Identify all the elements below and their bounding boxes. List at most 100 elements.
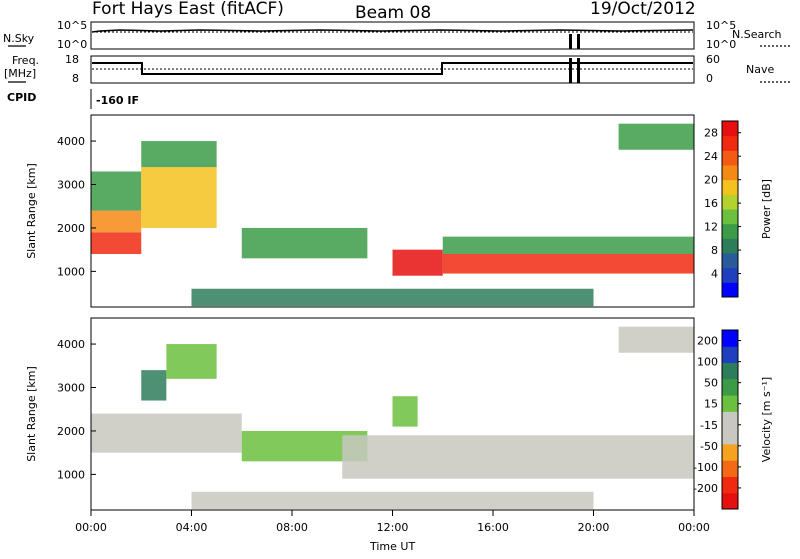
colorbar-segment xyxy=(722,282,738,298)
freq-trace xyxy=(92,62,693,75)
colorbar-segment xyxy=(722,395,738,412)
colorbar-segment xyxy=(722,476,738,494)
data-region xyxy=(91,171,142,211)
freq-unit: [MHz] xyxy=(4,67,36,80)
cpid-value: -160 IF xyxy=(96,94,139,107)
y-tick-label: 3000 xyxy=(57,179,85,192)
colorbar-tick-label: -15 xyxy=(700,419,718,432)
data-region xyxy=(618,326,694,353)
colorbar-frame xyxy=(721,120,739,298)
colorbar-segment xyxy=(722,194,738,210)
cpid-label: CPID xyxy=(7,91,36,104)
data-region xyxy=(91,413,242,453)
nsky-tick-bottom: 10^0 xyxy=(57,38,87,51)
data-region xyxy=(191,491,594,510)
data-region xyxy=(141,167,217,228)
colorbar-tick-label: 200 xyxy=(697,335,718,348)
x-tick-label: 00:00 xyxy=(75,521,107,534)
colorbar-segment xyxy=(722,253,738,269)
data-region xyxy=(442,236,694,255)
x-tick-label: 12:00 xyxy=(377,521,409,534)
data-region xyxy=(91,210,142,233)
y-axis-label: Slant Range [km] xyxy=(25,366,38,462)
nave-tick-top: 60 xyxy=(706,53,720,66)
colorbar-tick-label: -100 xyxy=(693,461,718,474)
freq-frame xyxy=(90,55,695,84)
y-tick-label: 3000 xyxy=(57,382,85,395)
freq-panel: Freq. [MHz] 18 8 60 0 Nave xyxy=(4,53,790,85)
colorbar-segment xyxy=(722,223,738,239)
colorbar-tick-label: 8 xyxy=(711,244,718,257)
plot-frame xyxy=(90,114,695,308)
x-tick-label: 16:00 xyxy=(477,521,509,534)
colorbar-segment xyxy=(722,443,738,461)
nsearch-tick-bottom: 10^0 xyxy=(706,38,736,51)
colorbar-segment xyxy=(722,411,738,429)
colorbar-segment xyxy=(722,492,738,510)
colorbar-segment xyxy=(722,267,738,283)
nsky-gap-marker xyxy=(577,34,580,49)
y-tick-label: 4000 xyxy=(57,135,85,148)
freq-label: Freq. xyxy=(12,54,39,67)
nsky-gap-marker xyxy=(569,34,572,49)
freq-tick-bottom: 8 xyxy=(72,72,79,85)
nsky-label: N.Sky xyxy=(3,32,35,45)
nsky-panel: N.Sky 10^5 10^0 10^5 10^0 N.Search xyxy=(3,19,790,51)
colorbar-tick-label: 4 xyxy=(711,268,718,281)
x-tick-label: 20:00 xyxy=(578,521,610,534)
x-axis-label: Time UT xyxy=(369,540,415,553)
x-tick-label: 04:00 xyxy=(176,521,208,534)
data-region xyxy=(342,435,694,479)
velocity-panel: 1000 2000 3000 4000 Slant Range [km] 200 100 50… xyxy=(25,317,773,511)
nsky-trace xyxy=(91,29,694,33)
colorbar-segment xyxy=(722,135,738,151)
colorbar-segment xyxy=(722,179,738,195)
nave-label: Nave xyxy=(746,63,774,76)
data-region xyxy=(191,288,594,307)
data-region xyxy=(141,141,217,168)
y-tick-label: 1000 xyxy=(57,468,85,481)
colorbar-segment xyxy=(722,330,738,347)
power-panel: 1000 2000 3000 4000 Slant Range [km] 4 8 12 16 20… xyxy=(25,114,773,308)
colorbar-label: Power [dB] xyxy=(760,179,773,239)
colorbar-tick-label: 20 xyxy=(704,174,718,187)
station-title: Fort Hays East (fitACF) xyxy=(92,0,284,19)
data-region xyxy=(166,344,217,379)
colorbar-tick-label: -200 xyxy=(693,482,718,495)
colorbar-segment xyxy=(722,460,738,477)
y-tick-label: 4000 xyxy=(57,338,85,351)
data-region xyxy=(618,123,694,150)
freq-gap-marker xyxy=(569,58,572,83)
colorbar-tick-label: 15 xyxy=(704,398,718,411)
colorbar-segment xyxy=(722,238,738,254)
colorbar-tick-label: 12 xyxy=(704,221,718,234)
colorbar-segment xyxy=(722,150,738,166)
colorbar-tick-label: 28 xyxy=(704,127,718,140)
y-tick-label: 2000 xyxy=(57,222,85,235)
data-region xyxy=(392,396,418,427)
colorbar-segment xyxy=(722,427,738,445)
nsky-frame xyxy=(90,21,695,50)
x-tick-label: 08:00 xyxy=(276,521,308,534)
colorbar-segment xyxy=(722,362,738,380)
colorbar-tick-label: 16 xyxy=(704,197,718,210)
y-tick-label: 1000 xyxy=(57,265,85,278)
nsearch-label: N.Search xyxy=(732,28,782,41)
y-tick-label: 2000 xyxy=(57,425,85,438)
colorbar-segment xyxy=(722,378,738,396)
data-region xyxy=(241,227,368,259)
freq-tick-top: 18 xyxy=(65,53,79,66)
nsearch-tick-top: 10^5 xyxy=(706,19,736,32)
time-axis: 00:00 04:00 08:00 12:00 16:00 20:00 00:00 xyxy=(75,510,710,534)
beam-label: Beam 08 xyxy=(355,3,431,23)
data-region xyxy=(442,254,694,274)
colorbar-tick-label: 100 xyxy=(697,356,718,369)
colorbar-segment xyxy=(722,165,738,181)
colorbar-segment xyxy=(722,209,738,225)
data-region xyxy=(91,232,142,255)
data-region xyxy=(141,370,167,401)
data-region xyxy=(392,249,443,276)
colorbar-tick-label: 24 xyxy=(704,150,718,163)
colorbar-segment xyxy=(722,121,738,137)
